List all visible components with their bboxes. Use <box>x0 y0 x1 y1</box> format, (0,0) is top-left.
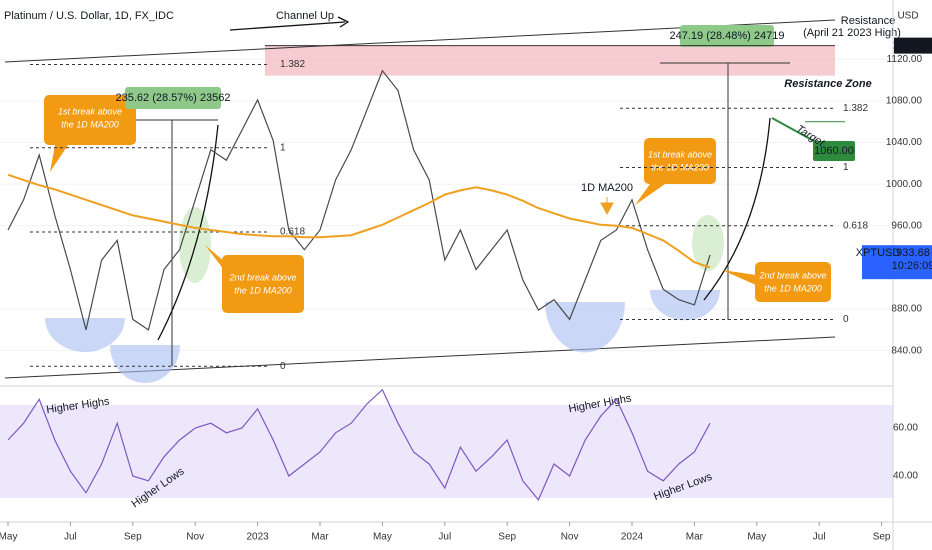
annotation: Channel Up <box>276 10 334 22</box>
measure-label: 247.19 (28.48%) 24719 <box>670 30 785 42</box>
fib-label: 1 <box>280 142 286 153</box>
channel-arrow <box>229 16 350 31</box>
ma-line <box>7 173 711 269</box>
annotation: (April 21 2023 High) <box>803 27 901 39</box>
annotation: 1st break above <box>58 106 122 116</box>
callout-tail <box>205 245 228 275</box>
fib-label: 1 <box>843 162 849 173</box>
y-tick-label: 880.00 <box>891 304 922 315</box>
last-price-label: 933.68 <box>896 247 930 259</box>
measure-box <box>125 87 221 109</box>
y-tick-label: 1000.00 <box>886 179 923 190</box>
x-tick-label: Jul <box>64 532 77 543</box>
target-box <box>813 141 855 161</box>
symbol-tag: XPTUSD <box>856 247 901 259</box>
x-tick-label: Mar <box>686 532 704 543</box>
ma-pointer <box>600 197 614 216</box>
callout <box>644 138 716 184</box>
callout-tail <box>722 270 756 285</box>
callout-tail <box>50 145 68 172</box>
x-tick-label: Sep <box>498 532 516 543</box>
fib-label: 0.618 <box>843 220 868 231</box>
resistance-zone <box>265 45 835 76</box>
curve-arrow <box>703 117 771 301</box>
callout <box>44 95 136 145</box>
callout-tail <box>635 184 665 205</box>
annotation: 2nd break above <box>758 270 826 280</box>
rsi-line <box>7 388 711 502</box>
price-tag <box>894 37 932 54</box>
fib-label: 0 <box>843 314 849 325</box>
x-tick-label: Nov <box>561 532 579 543</box>
x-tick-label: Sep <box>873 532 891 543</box>
break-zone <box>692 215 724 271</box>
y-tick-label: 1040.00 <box>886 137 923 148</box>
y-tick-label: 1120.00 <box>887 54 923 65</box>
support-bowl <box>545 302 625 353</box>
y-tick-label: 960.00 <box>891 220 922 231</box>
fib-label: 0.618 <box>280 227 305 238</box>
x-tick-label: Jul <box>813 532 826 543</box>
callout <box>222 255 304 313</box>
x-tick-label: May <box>373 532 392 543</box>
annotation: Resistance Zone <box>784 78 871 90</box>
last-price-tag <box>862 245 932 280</box>
support-bowl <box>110 345 180 383</box>
x-tick-label: May <box>747 532 766 543</box>
rsi-tick-label: 40.00 <box>893 471 918 482</box>
fib-label: 0 <box>280 361 286 372</box>
x-tick-label: Sep <box>124 532 142 543</box>
fib-label: 1.382 <box>280 59 305 70</box>
y-tick-label: 1080.00 <box>886 96 923 107</box>
x-tick-label: May <box>0 532 17 543</box>
annotation: 1D MA200 <box>581 182 633 194</box>
support-bowl <box>45 318 125 352</box>
chart-title: Platinum / U.S. Dollar, 1D, FX_IDC <box>4 10 174 22</box>
price-tag-label: 1133.15 <box>893 40 932 52</box>
support-bowl <box>650 290 720 321</box>
x-tick-label: Jul <box>438 532 451 543</box>
annotation: the 1D MA200 <box>61 119 119 129</box>
annotation: 2nd break above <box>228 272 296 282</box>
rsi-tick-label: 60.00 <box>893 423 918 434</box>
price-line <box>7 69 711 331</box>
x-tick-label: Nov <box>186 532 204 543</box>
measure-box <box>680 25 774 47</box>
annotation: Resistance <box>841 15 895 27</box>
annotation: the 1D MA200 <box>234 285 292 295</box>
x-tick-label: 2023 <box>246 532 269 543</box>
callout <box>755 262 831 302</box>
measure-label: 235.62 (28.57%) 23562 <box>116 92 231 104</box>
target-label: 1060.00 <box>814 145 854 157</box>
currency: USD <box>897 11 918 22</box>
countdown: 10:26:09 <box>892 260 932 272</box>
curve-arrow <box>157 124 219 341</box>
y-tick-label: 840.00 <box>891 345 922 356</box>
x-tick-label: Mar <box>311 532 329 543</box>
x-tick-label: 2024 <box>621 532 644 543</box>
annotation: the 1D MA200 <box>764 283 822 293</box>
fib-label: 1.382 <box>843 103 868 114</box>
annotation: 1st break above <box>648 149 712 159</box>
